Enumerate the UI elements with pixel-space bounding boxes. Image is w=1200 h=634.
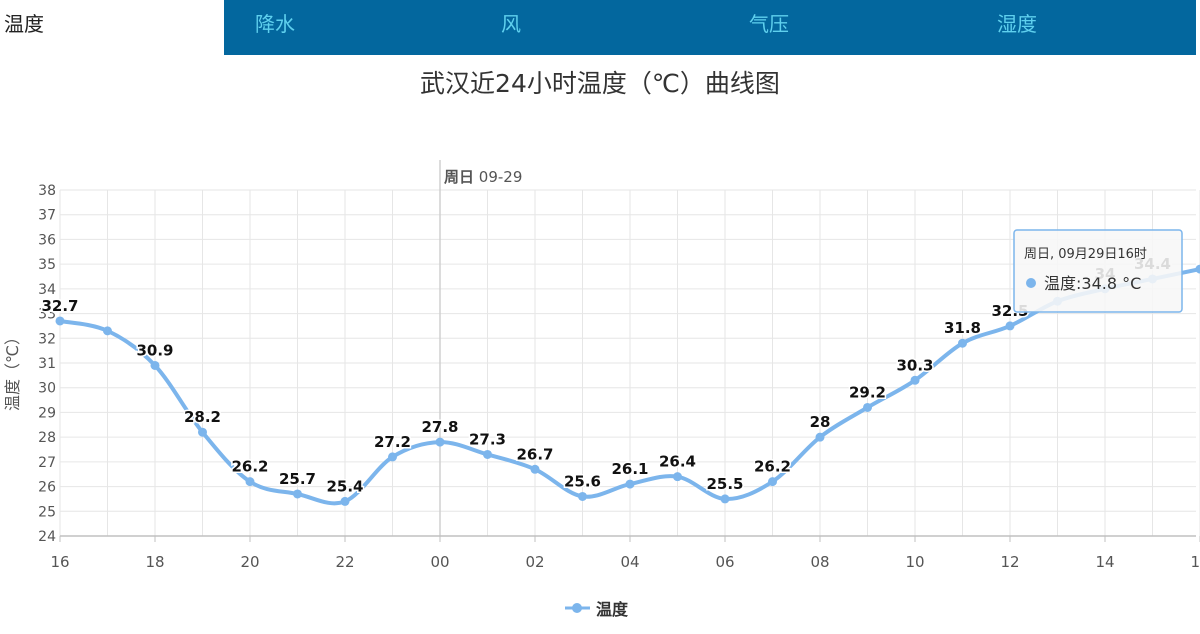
data-label: 25.7 (279, 470, 316, 488)
tab-wind[interactable]: 风 (462, 0, 560, 55)
tooltip-box (1013, 229, 1183, 313)
tooltip-value-line: 温度:34.8 °C (1044, 274, 1141, 293)
legend-marker (572, 603, 582, 613)
temperature-point (198, 427, 207, 437)
data-label: 31.8 (944, 319, 981, 337)
data-label: 28 (810, 413, 831, 431)
tab-humidity[interactable]: 湿度 (968, 0, 1066, 55)
x-tick-label: 02 (525, 553, 544, 571)
day-marker-weekday: 周日 (444, 168, 474, 186)
tab-bar: 温度 降水 风 气压 湿度 (0, 0, 1200, 55)
x-tick-label: 20 (240, 553, 259, 571)
day-marker-date: 09-29 (474, 168, 522, 186)
data-label: 25.6 (564, 472, 601, 490)
temperature-point (388, 452, 397, 462)
temperature-point (293, 489, 302, 499)
tooltip-header: 周日, 09月29日16时 (1024, 247, 1147, 262)
temperature-point (815, 432, 825, 442)
temperature-point (245, 477, 255, 487)
data-label: 30.3 (896, 356, 933, 374)
temperature-point (863, 402, 872, 412)
data-label: 27.3 (469, 430, 506, 448)
temperature-point (958, 338, 967, 348)
x-tick-label: 10 (905, 553, 924, 571)
day-marker-label: 周日 09-29 (444, 168, 522, 186)
tooltip-value: 34.8 °C (1081, 274, 1141, 293)
y-tick-label: 29 (38, 405, 56, 421)
x-tick-label: 12 (1000, 553, 1019, 571)
temperature-point (768, 477, 777, 487)
tooltip-series-marker (1026, 278, 1036, 288)
y-tick-label: 24 (38, 529, 56, 545)
data-label: 26.7 (516, 445, 553, 463)
temperature-point (435, 437, 445, 447)
temperature-point (55, 316, 65, 326)
temperature-point (103, 326, 112, 336)
data-label: 25.5 (706, 475, 743, 493)
x-tick-label: 06 (715, 553, 734, 571)
temperature-point (1195, 264, 1200, 274)
data-label: 26.2 (754, 458, 791, 476)
data-label: 26.2 (231, 458, 268, 476)
y-tick-label: 38 (38, 183, 56, 199)
x-tick-label: 22 (335, 553, 354, 571)
y-tick-label: 36 (38, 232, 56, 248)
x-tick-label: 04 (620, 553, 639, 571)
temperature-point (483, 449, 492, 459)
data-label: 30.9 (136, 341, 173, 359)
y-tick-label: 35 (38, 257, 56, 273)
temperature-point (910, 375, 920, 385)
y-tick-label: 30 (38, 381, 56, 397)
x-tick-label: 14 (1095, 553, 1114, 571)
x-tick-label: 08 (810, 553, 829, 571)
y-tick-label: 34 (38, 282, 56, 298)
data-label: 26.1 (611, 460, 648, 478)
data-label: 25.4 (326, 477, 363, 495)
y-tick-label: 27 (38, 455, 56, 471)
y-tick-label: 32 (38, 331, 56, 347)
temperature-point (625, 479, 635, 489)
temperature-point (578, 491, 587, 501)
y-tick-label: 37 (38, 208, 56, 224)
data-label: 26.4 (659, 453, 696, 471)
x-tick-label: 16 (1190, 553, 1200, 571)
temperature-point (720, 494, 730, 504)
y-tick-label: 31 (38, 356, 56, 372)
data-label: 29.2 (849, 383, 886, 401)
temperature-point (673, 472, 682, 482)
y-axis-title: 温度（℃） (3, 329, 22, 411)
y-tick-label: 25 (38, 504, 56, 520)
data-label: 27.8 (421, 418, 458, 436)
data-label: 32.7 (41, 297, 78, 315)
tooltip-series-name: 温度: (1044, 274, 1081, 293)
data-label: 28.2 (184, 408, 221, 426)
temperature-point (1005, 321, 1015, 331)
temperature-point (530, 464, 540, 474)
data-label: 27.2 (374, 433, 411, 451)
chart-title: 武汉近24小时温度（℃）曲线图 (420, 69, 780, 98)
temperature-point (150, 360, 160, 370)
x-tick-label: 16 (50, 553, 69, 571)
tab-precipitation[interactable]: 降水 (226, 0, 324, 55)
temperature-point (340, 496, 350, 506)
tab-pressure[interactable]: 气压 (720, 0, 818, 55)
y-tick-label: 28 (38, 430, 56, 446)
y-tick-label: 33 (38, 307, 56, 323)
x-tick-label: 18 (145, 553, 164, 571)
x-tick-label: 00 (430, 553, 449, 571)
y-tick-label: 26 (38, 480, 56, 496)
legend-label: 温度 (595, 600, 629, 619)
tab-temperature[interactable]: 温度 (0, 0, 224, 55)
